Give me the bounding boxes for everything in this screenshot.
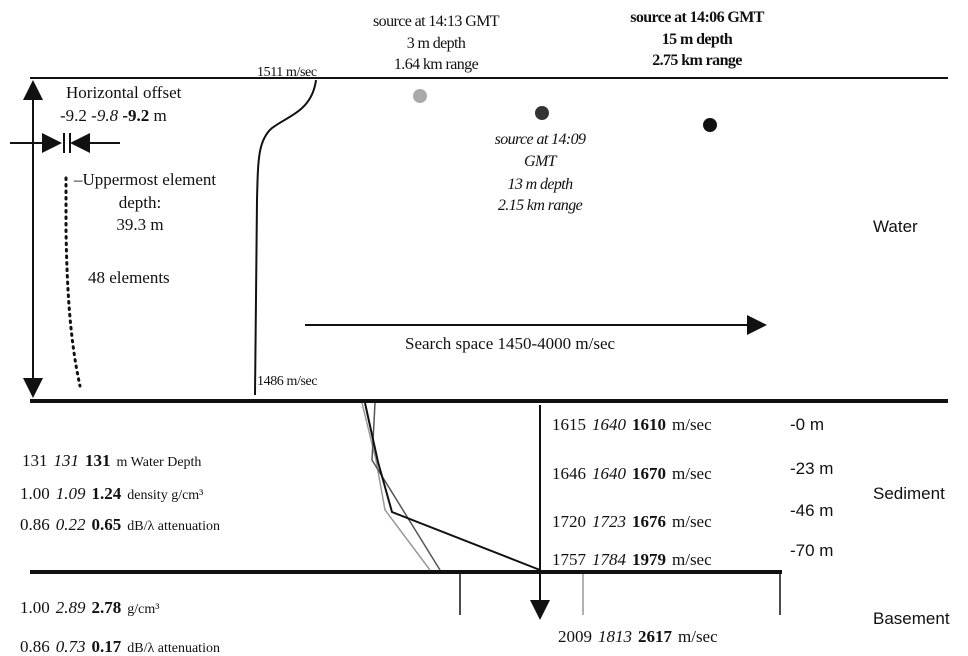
layer-label: Basement [873, 609, 950, 628]
unit: dB/λ attenuation [127, 519, 220, 534]
unit: density g/cm³ [127, 488, 203, 503]
sound-speed-profile [254, 79, 317, 396]
value: 1.00 [20, 484, 50, 503]
unit: m/sec [672, 464, 712, 483]
value: 0.86 [20, 637, 50, 656]
offset-unit: m [154, 106, 167, 125]
value: 0.86 [20, 515, 50, 534]
source-depth: 13 m depth [507, 176, 573, 193]
unit: dB/λ attenuation [127, 641, 220, 656]
source-depth: 15 m depth [662, 31, 733, 48]
parameter-row: 131 131 131 m Water Depth [22, 451, 201, 470]
source-range: 2.15 km range [498, 197, 583, 214]
value: 1813 [598, 627, 632, 646]
parameter-row: 1646 1640 1670 m/sec [552, 464, 712, 483]
value: 131 [22, 451, 48, 470]
sediment-profile [361, 402, 431, 571]
offset: -9.2 [122, 106, 149, 125]
value: 1676 [632, 512, 666, 531]
source-range: 1.64 km range [394, 56, 479, 73]
value: 1757 [552, 550, 587, 569]
value: 2617 [638, 627, 673, 646]
depth-label: -23 m [790, 459, 833, 478]
unit: m/sec [672, 550, 712, 569]
sediment-profile [371, 402, 441, 571]
offset: -9.8 [91, 106, 118, 125]
parameter-row: 1720 1723 1676 m/sec [552, 512, 712, 531]
array-elements [64, 176, 82, 388]
source-dot [703, 118, 717, 132]
source-dot [413, 89, 427, 103]
source-time: source at 14:06 GMT [630, 9, 765, 26]
source-dot [535, 106, 549, 120]
layer-label: Sediment [873, 484, 945, 503]
unit: m Water Depth [117, 455, 202, 470]
depth-label: -0 m [790, 415, 824, 434]
offsets: -9.2 -9.8 -9.2 m [60, 106, 167, 125]
offset: -9.2 [60, 106, 87, 125]
parameter-row: 0.86 0.22 0.65 dB/λ attenuation [20, 515, 220, 534]
uppermost-label: depth: [119, 193, 162, 212]
value: 0.65 [92, 515, 122, 534]
value: 131 [54, 451, 80, 470]
source-range: 2.75 km range [652, 52, 742, 69]
top-speed: 1511 m/sec [257, 65, 317, 80]
value: 1979 [632, 550, 666, 569]
value: 1670 [632, 464, 666, 483]
value: 1646 [552, 464, 586, 483]
depth-label: -46 m [790, 501, 833, 520]
value: 1640 [592, 464, 627, 483]
sediment-profile [364, 402, 541, 571]
value: 1.00 [20, 598, 50, 617]
parameter-row: 2009 1813 2617 m/sec [558, 627, 718, 646]
source-time: source at 14:09 [495, 131, 586, 148]
value: 1.24 [92, 484, 122, 503]
offset-title: Horizontal offset [66, 83, 182, 102]
parameter-row: 1757 1784 1979 m/sec [552, 550, 712, 569]
value: 1610 [632, 415, 666, 434]
parameter-row: 0.86 0.73 0.17 dB/λ attenuation [20, 637, 220, 656]
parameter-row: 1615 1640 1610 m/sec [552, 415, 712, 434]
unit: m/sec [672, 415, 712, 434]
value: 2.78 [92, 598, 122, 617]
value: 2.89 [56, 598, 86, 617]
unit: m/sec [672, 512, 712, 531]
search-space: Search space 1450-4000 m/sec [405, 334, 616, 353]
value: 1784 [592, 550, 627, 569]
value: 2009 [558, 627, 592, 646]
layer-label: Water [873, 217, 918, 236]
parameter-row: 1.00 1.09 1.24 density g/cm³ [20, 484, 203, 503]
value: 131 [85, 451, 111, 470]
source-time: source at 14:13 GMT [373, 13, 500, 30]
source-time: GMT [524, 153, 558, 170]
depth-label: -70 m [790, 541, 833, 560]
element-count: 48 elements [88, 268, 170, 287]
value: 0.17 [92, 637, 122, 656]
value: 0.22 [56, 515, 86, 534]
bottom-speed: 1486 m/sec [257, 374, 317, 389]
value: 1723 [592, 512, 626, 531]
parameter-rows: 131 131 131 m Water Depth 1.00 1.09 1.24 densit… [20, 415, 718, 656]
uppermost-depth: 39.3 m [116, 215, 163, 234]
value: 1615 [552, 415, 586, 434]
source-depth: 3 m depth [407, 35, 466, 52]
value: 0.73 [56, 637, 86, 656]
uppermost-label: –Uppermost element [73, 170, 216, 189]
value: 1.09 [56, 484, 86, 503]
unit: m/sec [678, 627, 718, 646]
value: 1720 [552, 512, 586, 531]
unit: g/cm³ [127, 602, 159, 617]
parameter-row: 1.00 2.89 2.78 g/cm³ [20, 598, 159, 617]
value: 1640 [592, 415, 627, 434]
